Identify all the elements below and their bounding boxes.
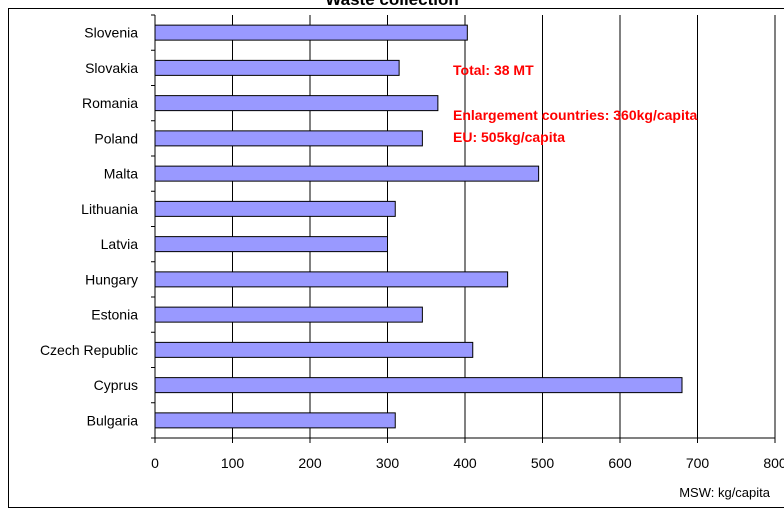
category-label-estonia: Estonia <box>91 307 138 323</box>
x-tick-label-800: 800 <box>763 455 784 471</box>
category-label-cyprus: Cyprus <box>94 377 138 393</box>
bar-slovenia <box>154 24 468 41</box>
x-tick-label-600: 600 <box>608 455 632 471</box>
category-label-slovenia: Slovenia <box>84 25 138 41</box>
category-label-latvia: Latvia <box>101 236 139 252</box>
bar-cyprus <box>154 377 683 394</box>
bar-czech-republic <box>154 341 474 358</box>
x-tick-label-500: 500 <box>531 455 555 471</box>
annotation-total: Total: 38 MT <box>453 62 534 78</box>
bar-romania <box>154 95 439 112</box>
bar-slovakia <box>154 59 400 76</box>
x-tick-label-700: 700 <box>686 455 710 471</box>
x-tick-label-300: 300 <box>376 455 400 471</box>
x-tick-label-200: 200 <box>298 455 322 471</box>
bar-latvia <box>154 236 388 253</box>
category-label-hungary: Hungary <box>85 271 138 287</box>
annotation-enlargement: Enlargement countries: 360kg/capita <box>453 107 698 123</box>
category-label-lithuania: Lithuania <box>81 201 138 217</box>
x-axis-label: MSW: kg/capita <box>679 485 770 500</box>
bar-estonia <box>154 306 423 323</box>
bar-lithuania <box>154 200 396 217</box>
category-label-bulgaria: Bulgaria <box>87 412 139 428</box>
chart-title: Waste collection <box>0 0 784 10</box>
category-label-czech-republic: Czech Republic <box>40 342 138 358</box>
category-label-malta: Malta <box>104 166 138 182</box>
x-tick-label-100: 100 <box>221 455 245 471</box>
category-label-poland: Poland <box>94 130 138 146</box>
bar-hungary <box>154 271 509 288</box>
annotation-eu: EU: 505kg/capita <box>453 129 566 145</box>
bar-malta <box>154 165 540 182</box>
x-tick-label-400: 400 <box>453 455 477 471</box>
category-label-slovakia: Slovakia <box>85 60 138 76</box>
bar-poland <box>154 130 423 147</box>
category-label-romania: Romania <box>82 95 138 111</box>
x-tick-label-0: 0 <box>151 455 159 471</box>
bar-bulgaria <box>154 412 396 429</box>
